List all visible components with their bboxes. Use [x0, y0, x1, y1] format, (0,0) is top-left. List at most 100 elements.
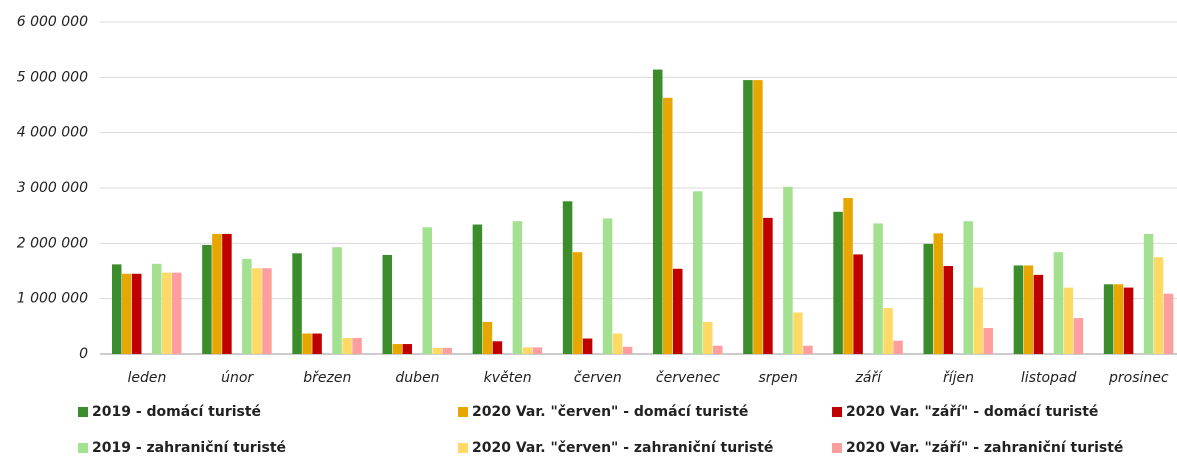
bar [432, 347, 442, 354]
bar [1053, 252, 1064, 354]
y-tick-label: 0 [79, 346, 88, 362]
legend-swatch [458, 443, 468, 453]
bar [753, 80, 763, 354]
legend-label: 2019 - domácí turisté [92, 404, 261, 420]
bar [612, 333, 623, 354]
x-tick-label: červen [574, 370, 622, 386]
bar [292, 253, 302, 354]
x-tick-label: červenec [656, 370, 720, 386]
bar [202, 244, 212, 354]
bar [522, 347, 533, 354]
x-tick-label: květen [484, 370, 532, 386]
bar [262, 268, 272, 354]
bar [472, 224, 483, 354]
bar [332, 247, 342, 354]
bar [1063, 287, 1074, 354]
bar [532, 347, 543, 354]
bar [663, 97, 673, 354]
bar [172, 272, 182, 354]
bar [342, 337, 352, 354]
bar [1103, 284, 1114, 354]
bar [122, 273, 132, 354]
bar [673, 268, 683, 354]
bar [983, 327, 993, 354]
bar [382, 254, 392, 354]
x-tick-label: prosinec [1108, 370, 1169, 386]
bar [943, 266, 953, 354]
bar [242, 258, 252, 354]
bar [212, 233, 222, 354]
x-tick-label: březen [303, 370, 351, 386]
bar [763, 217, 773, 354]
legend-label: 2020 Var. "září" - domácí turisté [846, 404, 1098, 420]
y-tick-label: 4 000 000 [17, 125, 88, 141]
x-tick-label: duben [395, 370, 439, 386]
bar [602, 218, 613, 354]
bar [162, 272, 172, 354]
legend-label: 2020 Var. "červen" - zahraniční turisté [472, 440, 773, 456]
legend-label: 2020 Var. "září" - zahraniční turisté [846, 440, 1123, 456]
x-tick-label: srpen [758, 370, 797, 386]
bar [923, 243, 933, 354]
x-tick-label: listopad [1021, 370, 1077, 386]
legend-swatch [458, 407, 468, 417]
bar [422, 227, 432, 354]
bar [803, 345, 813, 354]
bar [1073, 318, 1084, 354]
bar [622, 346, 633, 354]
bar [152, 263, 162, 354]
y-tick-label: 1 000 000 [17, 291, 88, 307]
bar [843, 197, 853, 354]
bar [1013, 265, 1024, 354]
bar [222, 233, 232, 354]
bar [653, 69, 663, 354]
bar [512, 221, 523, 354]
legend-label: 2020 Var. "červen" - domácí turisté [472, 404, 748, 420]
bar [352, 337, 362, 354]
bar [572, 252, 583, 354]
bar [743, 80, 753, 354]
bar [302, 333, 312, 354]
bar [312, 333, 322, 354]
bar [853, 254, 863, 354]
bar [713, 345, 723, 354]
bar [1163, 293, 1174, 354]
y-tick-label: 3 000 000 [17, 180, 88, 196]
bar [783, 186, 793, 354]
y-tick-label: 5 000 000 [17, 69, 88, 85]
x-tick-label: říjen [943, 370, 974, 386]
bar [883, 308, 893, 354]
bar [873, 223, 883, 354]
bar [693, 191, 703, 354]
bar [703, 321, 713, 354]
bar [1033, 274, 1044, 354]
bar [132, 273, 142, 354]
y-tick-label: 6 000 000 [17, 14, 88, 30]
legend-swatch [832, 443, 842, 453]
bar [562, 201, 573, 354]
legend-label: 2019 - zahraniční turisté [92, 440, 286, 456]
legend-swatch [78, 443, 88, 453]
bar [933, 233, 943, 354]
bar [252, 268, 262, 354]
bar [1153, 257, 1164, 354]
bar [1143, 233, 1154, 354]
bar [492, 341, 503, 354]
y-tick-label: 2 000 000 [17, 235, 88, 251]
bar [793, 312, 803, 354]
bar [392, 344, 402, 354]
bar [582, 338, 593, 354]
bar [1123, 287, 1134, 354]
legend-swatch [78, 407, 88, 417]
bar [973, 287, 983, 354]
bar [1023, 265, 1034, 354]
bar [442, 347, 452, 354]
bar [482, 321, 493, 354]
x-tick-label: únor [221, 370, 254, 386]
bar [112, 264, 122, 354]
bar [1113, 284, 1124, 354]
bar [402, 344, 412, 354]
x-tick-label: leden [128, 370, 167, 386]
x-tick-label: září [855, 370, 884, 386]
